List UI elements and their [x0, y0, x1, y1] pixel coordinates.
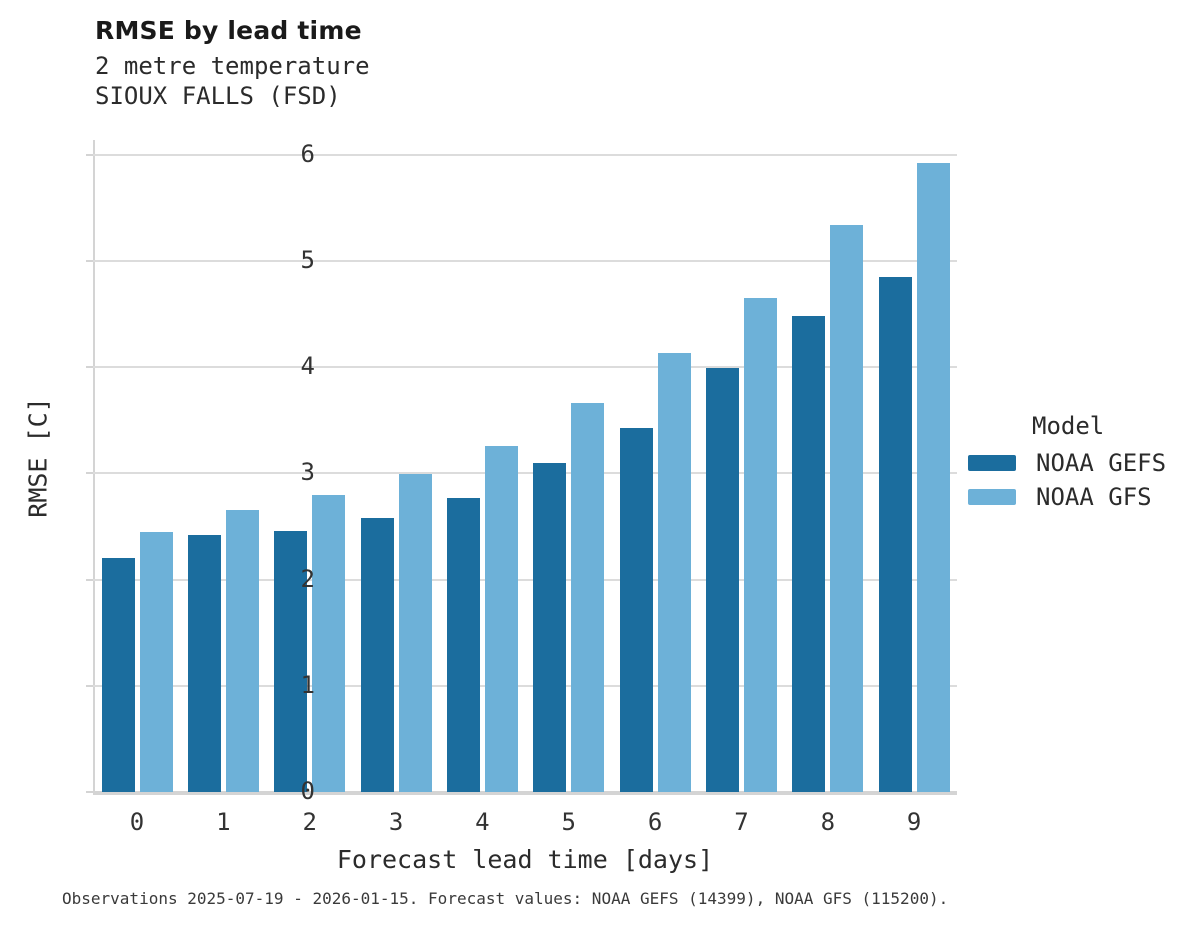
bar-noaa-gefs-7 [705, 368, 739, 792]
gridline-y-5 [93, 259, 957, 262]
gridline-y-2 [93, 578, 957, 581]
x-tick-label-4: 4 [475, 808, 490, 836]
y-tick-mark-3 [86, 472, 93, 475]
y-tick-mark-1 [86, 684, 93, 687]
y-axis-line [93, 140, 95, 795]
x-tick-label-9: 9 [906, 808, 922, 836]
y-tick-label-2: 2 [300, 564, 315, 593]
gridline-y-1 [93, 684, 957, 687]
legend-item-noaa-gfs: NOAA GFS [968, 483, 1193, 511]
x-tick-label-5: 5 [561, 808, 576, 836]
y-tick-mark-2 [86, 578, 93, 581]
caption-text: Observations 2025-07-19 - 2026-01-15. Fo… [62, 889, 949, 908]
bar-noaa-gfs-3 [398, 474, 432, 792]
bar-noaa-gefs-6 [619, 427, 653, 792]
legend-item-noaa-gefs: NOAA GEFS [968, 449, 1193, 477]
bar-noaa-gefs-8 [792, 316, 826, 792]
y-tick-mark-4 [86, 366, 93, 368]
chart-title: RMSE by lead time [95, 16, 362, 45]
legend-swatch-icon [968, 489, 1016, 505]
y-tick-label-4: 4 [300, 352, 315, 380]
legend: Model NOAA GEFS NOAA GFS [968, 412, 1193, 522]
y-tick-label-0: 0 [300, 777, 315, 805]
bar-noaa-gefs-4 [446, 497, 480, 792]
bar-noaa-gfs-6 [657, 353, 691, 792]
y-tick-label-5: 5 [300, 245, 315, 274]
gridline-y-3 [93, 472, 957, 475]
y-tick-mark-5 [86, 259, 93, 262]
legend-label: NOAA GEFS [1036, 449, 1167, 477]
bar-noaa-gefs-3 [360, 517, 394, 792]
bar-noaa-gfs-1 [225, 510, 259, 792]
y-tick-label-6: 6 [300, 139, 315, 168]
chart-subtitle-variable: 2 metre temperature [95, 52, 370, 80]
bar-noaa-gefs-0 [101, 558, 135, 792]
bar-noaa-gfs-7 [743, 297, 777, 792]
bar-noaa-gfs-0 [139, 531, 173, 792]
bar-noaa-gfs-8 [830, 224, 864, 792]
bar-noaa-gfs-9 [916, 163, 950, 792]
x-tick-label-8: 8 [820, 808, 836, 836]
x-tick-label-6: 6 [647, 808, 663, 836]
bar-noaa-gefs-1 [187, 534, 221, 792]
chart-subtitle-station: SIOUX FALLS (FSD) [95, 82, 341, 110]
legend-label: NOAA GFS [1036, 483, 1152, 511]
y-tick-mark-6 [86, 153, 93, 156]
x-tick-label-1: 1 [216, 808, 231, 836]
gridline-y-6 [93, 153, 957, 156]
plot-area [86, 140, 957, 795]
x-tick-label-7: 7 [734, 808, 749, 836]
x-axis-title: Forecast lead time [days] [336, 845, 714, 874]
bar-noaa-gefs-9 [878, 276, 912, 792]
bar-noaa-gfs-2 [312, 494, 346, 792]
bar-noaa-gfs-5 [571, 403, 605, 792]
y-tick-mark-0 [86, 791, 93, 793]
x-tick-label-2: 2 [302, 808, 317, 836]
x-tick-label-3: 3 [388, 808, 404, 836]
bar-noaa-gefs-2 [274, 530, 308, 792]
gridline-y-4 [93, 366, 957, 368]
legend-swatch-icon [968, 455, 1016, 471]
legend-title: Model [1032, 412, 1105, 440]
x-tick-label-0: 0 [129, 808, 145, 836]
bar-noaa-gefs-5 [533, 462, 567, 792]
bar-noaa-gfs-4 [484, 445, 518, 792]
y-tick-label-1: 1 [300, 670, 315, 699]
x-axis-line [93, 791, 957, 795]
y-axis-title: RMSE [C] [23, 397, 53, 518]
y-tick-label-3: 3 [300, 458, 315, 487]
